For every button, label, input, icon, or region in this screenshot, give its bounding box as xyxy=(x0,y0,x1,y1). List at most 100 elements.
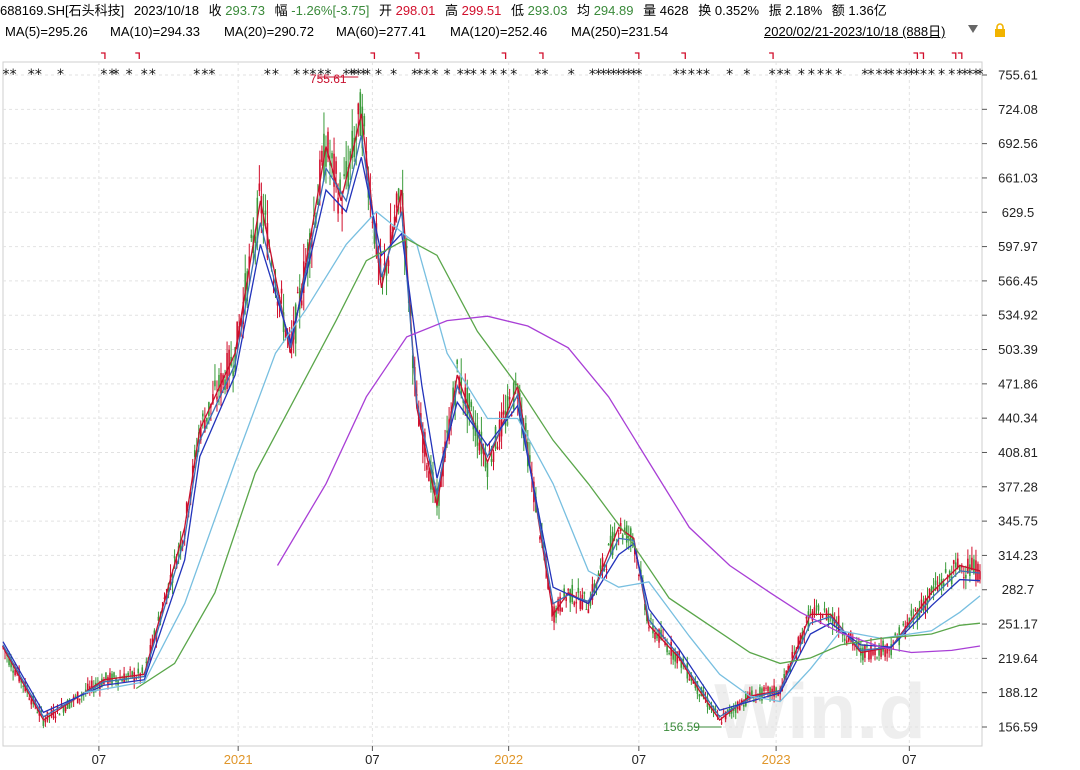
candle-body xyxy=(617,533,620,535)
candle-body xyxy=(954,562,957,568)
ma60-line xyxy=(83,210,981,703)
candle-body xyxy=(494,426,497,449)
candle xyxy=(831,607,834,635)
candle-body xyxy=(212,394,214,404)
candle-body xyxy=(250,234,253,239)
y-tick-label: 377.28 xyxy=(998,479,1038,494)
candle-body xyxy=(878,644,880,656)
candle xyxy=(555,605,557,624)
ma120-label[interactable]: MA(120)=252.46 xyxy=(450,24,548,39)
candle xyxy=(950,565,953,589)
candle xyxy=(888,649,890,658)
event-star: * xyxy=(309,67,316,83)
candle xyxy=(668,650,670,656)
candle-body xyxy=(123,673,125,683)
candle-body xyxy=(815,605,818,607)
candle-body xyxy=(627,535,630,538)
candle-body xyxy=(405,245,408,249)
candle-body xyxy=(973,559,975,574)
candle-body xyxy=(470,401,473,408)
candle-body xyxy=(894,633,897,636)
dropdown-triangle-icon[interactable] xyxy=(968,24,978,34)
candle-body xyxy=(86,683,89,692)
event-flag xyxy=(634,52,640,59)
date-range[interactable]: 2020/02/21-2023/10/18 (888日) xyxy=(764,24,946,39)
ma10-label[interactable]: MA(10)=294.33 xyxy=(110,24,200,39)
candle-body xyxy=(793,652,796,654)
candle-body xyxy=(605,569,608,571)
event-star: * xyxy=(423,67,430,83)
candle-body xyxy=(264,210,267,215)
candle-body xyxy=(351,130,354,158)
y-tick-label: 534.92 xyxy=(998,308,1038,323)
candle xyxy=(817,603,820,616)
event-star: * xyxy=(876,67,883,83)
event-star: * xyxy=(948,67,955,83)
candle-body xyxy=(963,577,965,579)
candle-body xyxy=(317,198,319,205)
candle-body xyxy=(928,588,931,598)
ma20-label[interactable]: MA(20)=290.72 xyxy=(224,24,314,39)
candle xyxy=(476,412,479,459)
ma250-label[interactable]: MA(250)=231.54 xyxy=(571,24,669,39)
candle-body xyxy=(486,462,489,478)
candle xyxy=(902,621,905,627)
candle-body xyxy=(58,713,61,716)
event-star: * xyxy=(201,67,208,83)
candle xyxy=(54,711,57,723)
event-star: * xyxy=(500,67,507,83)
ma5-label[interactable]: MA(5)=295.26 xyxy=(5,24,88,39)
candle-body xyxy=(726,709,729,711)
candle-body xyxy=(70,701,73,703)
candle xyxy=(64,705,67,714)
candle-body xyxy=(787,666,790,671)
candle xyxy=(496,441,499,450)
candle-body xyxy=(135,677,138,679)
candle-body xyxy=(125,676,127,681)
candle-body xyxy=(716,713,719,717)
candle-body xyxy=(327,131,329,158)
lock-icon[interactable] xyxy=(994,23,1006,37)
candle-body xyxy=(607,544,610,546)
candle-body xyxy=(200,427,202,441)
event-star: * xyxy=(444,67,451,83)
candle-body xyxy=(179,539,182,551)
candle-body xyxy=(359,92,362,136)
plot-frame xyxy=(2,61,983,747)
candle xyxy=(569,588,572,612)
candle-body xyxy=(629,528,632,540)
candle xyxy=(113,671,115,679)
y-tick-label: 345.75 xyxy=(998,514,1038,529)
candle xyxy=(335,156,337,193)
candle-body xyxy=(769,687,771,696)
event-star: * xyxy=(600,67,607,83)
event-flag xyxy=(951,52,957,59)
amplitude-value: -1.26%[-3.75] xyxy=(291,3,370,18)
event-star: * xyxy=(360,67,367,83)
candle xyxy=(107,675,109,690)
candle-body xyxy=(575,601,578,604)
candle-body xyxy=(714,708,717,710)
candle xyxy=(436,479,438,516)
event-markers: * * * * * * ** * * * * * * * * * * * * * ****** * * ** * * * * * * * * *… xyxy=(3,67,984,83)
stock-code[interactable]: 688169.SH[石头科技] xyxy=(0,3,125,18)
candle xyxy=(80,691,83,703)
y-tick-label: 724.08 xyxy=(998,102,1038,117)
candle xyxy=(258,165,261,197)
event-star: * xyxy=(908,67,915,83)
candle xyxy=(280,280,283,304)
candle-body xyxy=(809,609,812,611)
candle-body xyxy=(720,722,723,724)
candle xyxy=(105,672,107,683)
y-tick-label: 692.56 xyxy=(998,136,1038,151)
candle-body xyxy=(920,599,923,609)
candle-body xyxy=(496,446,499,449)
candle-body xyxy=(399,206,402,213)
ma60-label[interactable]: MA(60)=277.41 xyxy=(336,24,426,39)
event-star: * xyxy=(3,67,10,83)
candle-body xyxy=(214,380,216,387)
candle xyxy=(432,461,434,503)
candle-body xyxy=(969,564,971,576)
candle-body xyxy=(631,537,634,541)
